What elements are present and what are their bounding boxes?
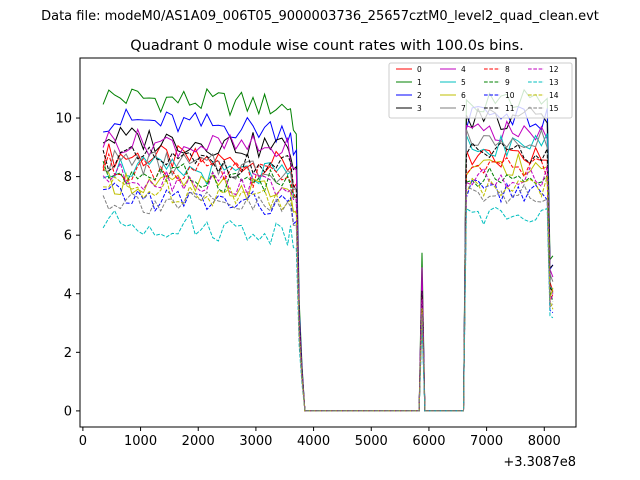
series-line-13 bbox=[102, 206, 554, 412]
plot-area bbox=[79, 57, 577, 428]
legend-label-3: 3 bbox=[417, 104, 422, 113]
series-line-8 bbox=[102, 152, 554, 412]
y-axis: 0 2 4 6 8 10 bbox=[55, 112, 80, 419]
chart-title: Quadrant 0 module wise count rates with … bbox=[130, 38, 524, 54]
legend-frame bbox=[388, 62, 573, 119]
x-tick-label: 6000 bbox=[412, 434, 445, 449]
x-offset-label: +3.3087e8 bbox=[503, 455, 576, 470]
suptitle: Data file: modeM0/AS1A09_006T05_90000037… bbox=[41, 9, 599, 24]
y-tick-label: 6 bbox=[64, 229, 72, 244]
x-tick-label: 5000 bbox=[355, 434, 388, 449]
x-axis: 0 1000 2000 3000 4000 5000 6000 7000 8000 bbox=[79, 427, 561, 449]
x-tick-label: 2000 bbox=[182, 434, 215, 449]
x-tick-label: 3000 bbox=[239, 434, 272, 449]
series-line-11 bbox=[102, 141, 554, 412]
legend-label-9: 9 bbox=[505, 78, 510, 87]
legend-label-12: 12 bbox=[549, 65, 559, 74]
legend-label-2: 2 bbox=[417, 91, 422, 100]
y-tick-label: 8 bbox=[64, 170, 72, 185]
x-tick-label: 7000 bbox=[470, 434, 503, 449]
legend-label-5: 5 bbox=[461, 78, 466, 87]
axes-background bbox=[80, 58, 576, 427]
axes-frame bbox=[79, 57, 577, 428]
legend-label-8: 8 bbox=[505, 65, 510, 74]
legend-label-15: 15 bbox=[549, 104, 559, 113]
y-tick-label: 0 bbox=[64, 404, 72, 419]
legend-label-14: 14 bbox=[549, 91, 559, 100]
series-line-15 bbox=[102, 183, 554, 412]
legend-label-0: 0 bbox=[417, 65, 422, 74]
x-tick-label: 1000 bbox=[124, 434, 157, 449]
x-tick-label: 8000 bbox=[528, 434, 561, 449]
x-tick-label: 4000 bbox=[297, 434, 330, 449]
x-tick-label: 0 bbox=[79, 434, 87, 449]
legend-label-10: 10 bbox=[505, 91, 515, 100]
series-layer bbox=[102, 87, 554, 412]
legend-label-6: 6 bbox=[461, 91, 466, 100]
legend-label-11: 11 bbox=[505, 104, 515, 113]
legend-label-4: 4 bbox=[461, 65, 466, 74]
y-tick-label: 10 bbox=[55, 112, 72, 127]
series-line-12 bbox=[102, 161, 554, 412]
legend-label-13: 13 bbox=[549, 78, 559, 87]
series-line-14 bbox=[103, 175, 554, 412]
y-tick-label: 4 bbox=[64, 287, 72, 302]
y-tick-label: 2 bbox=[64, 346, 72, 361]
legend-label-1: 1 bbox=[417, 78, 422, 87]
series-line-9 bbox=[102, 160, 554, 412]
legend-label-7: 7 bbox=[461, 104, 466, 113]
